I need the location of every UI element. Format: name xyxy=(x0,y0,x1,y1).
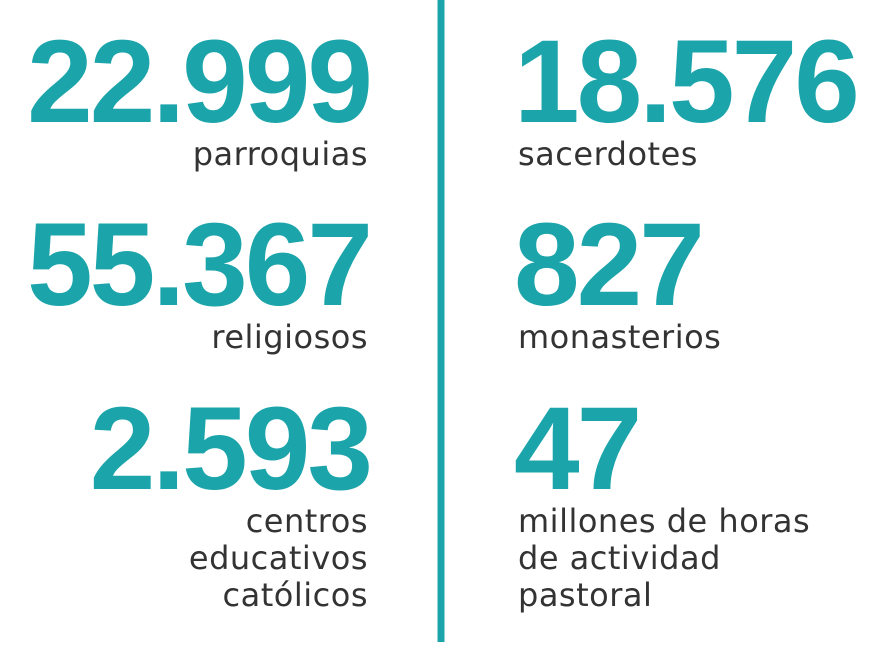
stat-label: religiosos xyxy=(211,318,368,356)
stat-label: de actividad xyxy=(518,539,721,577)
stat-label: sacerdotes xyxy=(518,135,698,173)
stat-number: 18.576 xyxy=(514,16,857,148)
stat-label: pastoral xyxy=(518,576,652,614)
stat-label: centros xyxy=(246,502,368,540)
stat-number: 47 xyxy=(514,383,639,515)
stat-label: educativos xyxy=(189,539,368,577)
stat-label: millones de horas xyxy=(518,502,810,540)
stat-number: 22.999 xyxy=(27,16,370,148)
stat-number: 827 xyxy=(514,199,702,331)
stat-label: parroquias xyxy=(193,135,368,173)
stat-number: 55.367 xyxy=(27,199,370,331)
stat-number: 2.593 xyxy=(90,383,370,515)
stat-label: monasterios xyxy=(518,318,721,356)
stat-label: católicos xyxy=(223,576,368,614)
